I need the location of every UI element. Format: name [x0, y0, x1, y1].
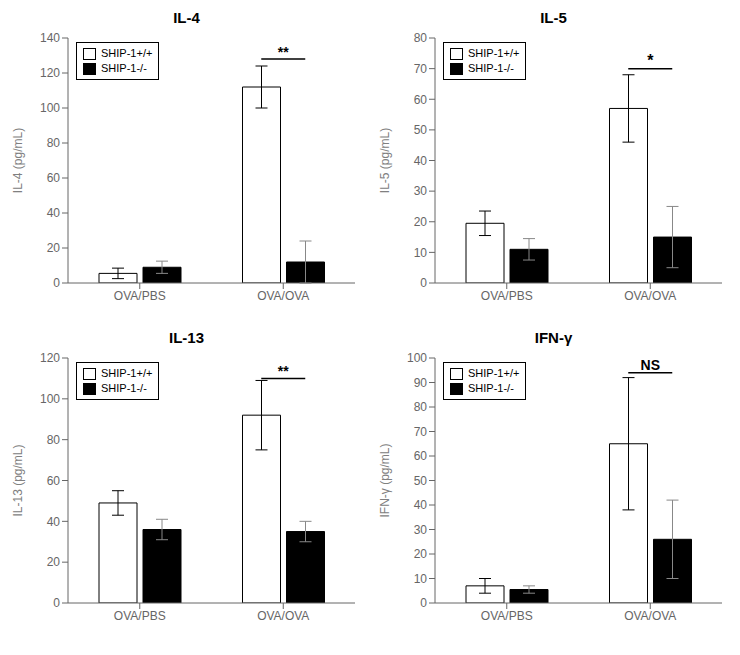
html-text:SHIP-1+/+: SHIP-1+/+ [101, 47, 153, 59]
svg-text:IL-5 (pg/mL): IL-5 (pg/mL) [378, 128, 392, 193]
html-text:IL-13: IL-13 [169, 329, 204, 346]
html-text:SHIP-1-/-: SHIP-1-/- [468, 382, 514, 394]
svg-text:40: 40 [47, 206, 61, 220]
svg-text:30: 30 [414, 523, 428, 537]
html-text:IFN-γ: IFN-γ [534, 329, 573, 346]
svg-text:OVA/PBS: OVA/PBS [481, 609, 533, 623]
svg-text:IL-4 (pg/mL): IL-4 (pg/mL) [11, 128, 25, 193]
svg-text:60: 60 [414, 449, 428, 463]
svg-text:120: 120 [40, 66, 60, 80]
svg-text:0: 0 [420, 596, 427, 610]
svg-text:IL-13 (pg/mL): IL-13 (pg/mL) [11, 444, 25, 516]
svg-text:OVA/OVA: OVA/OVA [257, 609, 309, 623]
svg-text:10: 10 [414, 246, 428, 260]
svg-text:20: 20 [414, 547, 428, 561]
svg-text:140: 140 [40, 31, 60, 45]
html-text:SHIP-1+/+: SHIP-1+/+ [101, 367, 153, 379]
svg-text:10: 10 [414, 572, 428, 586]
svg-text:OVA/PBS: OVA/PBS [114, 289, 166, 303]
svg-text:120: 120 [40, 351, 60, 365]
html-text:SHIP-1+/+: SHIP-1+/+ [468, 367, 520, 379]
svg-text:60: 60 [414, 93, 428, 107]
svg-text:80: 80 [47, 136, 61, 150]
svg-text:70: 70 [414, 62, 428, 76]
svg-text:50: 50 [414, 123, 428, 137]
svg-text:60: 60 [47, 171, 61, 185]
svg-text:100: 100 [40, 392, 60, 406]
svg-text:*: * [647, 52, 654, 69]
svg-text:50: 50 [414, 474, 428, 488]
svg-text:20: 20 [414, 215, 428, 229]
svg-text:100: 100 [40, 101, 60, 115]
svg-text:30: 30 [414, 184, 428, 198]
html-text:SHIP-1-/-: SHIP-1-/- [468, 62, 514, 74]
svg-text:**: ** [278, 44, 289, 60]
svg-text:20: 20 [47, 555, 61, 569]
svg-text:IFN-γ (pg/mL): IFN-γ (pg/mL) [378, 443, 392, 517]
svg-text:40: 40 [414, 498, 428, 512]
svg-text:70: 70 [414, 425, 428, 439]
svg-text:40: 40 [414, 154, 428, 168]
svg-text:0: 0 [53, 596, 60, 610]
svg-text:OVA/OVA: OVA/OVA [257, 289, 309, 303]
svg-text:80: 80 [414, 31, 428, 45]
svg-text:60: 60 [47, 474, 61, 488]
svg-text:80: 80 [47, 433, 61, 447]
html-text:SHIP-1-/-: SHIP-1-/- [101, 382, 147, 394]
svg-text:40: 40 [47, 515, 61, 529]
svg-text:0: 0 [420, 276, 427, 290]
html-text:SHIP-1-/-: SHIP-1-/- [101, 62, 147, 74]
svg-text:OVA/OVA: OVA/OVA [624, 609, 676, 623]
svg-text:80: 80 [414, 400, 428, 414]
svg-text:0: 0 [53, 276, 60, 290]
svg-text:OVA/PBS: OVA/PBS [114, 609, 166, 623]
svg-text:NS: NS [641, 357, 660, 373]
svg-text:20: 20 [47, 241, 61, 255]
svg-text:OVA/PBS: OVA/PBS [481, 289, 533, 303]
svg-text:100: 100 [407, 351, 427, 365]
html-text:SHIP-1+/+: SHIP-1+/+ [468, 47, 520, 59]
svg-text:OVA/OVA: OVA/OVA [624, 289, 676, 303]
html-text:IL-4: IL-4 [173, 9, 200, 26]
svg-text:**: ** [278, 363, 289, 379]
html-text:IL-5: IL-5 [540, 9, 567, 26]
svg-text:90: 90 [414, 376, 428, 390]
